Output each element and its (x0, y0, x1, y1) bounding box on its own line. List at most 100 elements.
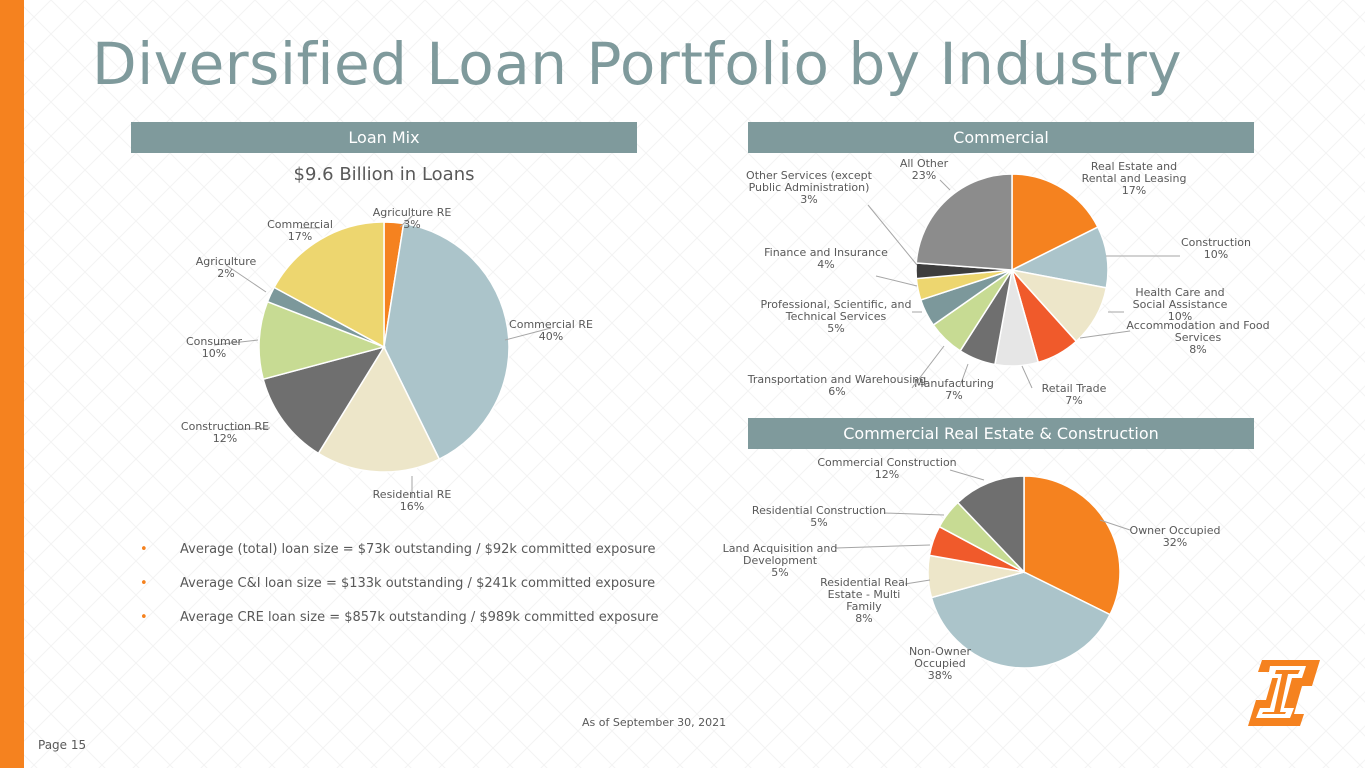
pie-label-line: Commercial (267, 218, 333, 231)
leader-line (904, 579, 931, 585)
pie-slice (262, 345, 386, 455)
pie-slice-label: Real Estate and Rental and Leasing 17% (1082, 160, 1187, 197)
leader-line (949, 469, 985, 481)
pie-slice-label: Residential RE 16% (373, 488, 452, 513)
leader-line (835, 544, 931, 549)
pie-label-line: Development (743, 554, 818, 567)
pie-slice-label: Other Services (except Public Administrat… (746, 169, 873, 206)
pie-slice (273, 221, 385, 349)
pie-label-line: Residential Real (820, 576, 908, 589)
pie-slice-label: Land Acquisition and Development 5% (723, 542, 838, 579)
pie-label-line: 10% (1168, 310, 1192, 323)
company-logo-icon (1248, 660, 1320, 726)
pie-label-line: 5% (810, 516, 827, 529)
pie-label-line: 8% (1189, 343, 1206, 356)
loan-size-bullets: • Average (total) loan size = $73k outsta… (140, 533, 658, 635)
pie-label-line: Retail Trade (1042, 382, 1107, 395)
pie-label-line: 5% (771, 566, 788, 579)
commercial-header: Commercial (748, 122, 1254, 153)
as-of-date: As of September 30, 2021 (582, 716, 727, 729)
pie-slice-label: Manufacturing 7% (914, 377, 994, 402)
pie-label-line: All Other (900, 157, 949, 170)
page-number: Page 15 (38, 738, 87, 752)
bullet-item: • Average (total) loan size = $73k outsta… (140, 533, 658, 567)
pie-label-line: 4% (817, 258, 834, 271)
leader-line (225, 264, 267, 293)
pie-label-line: Commercial RE (509, 318, 593, 331)
pie-label-line: 40% (539, 330, 563, 343)
pie-label-line: 38% (928, 669, 952, 682)
loan-mix-header-label: Loan Mix (348, 128, 420, 147)
pie-label-line: 23% (912, 169, 936, 182)
pie-slice-label: Consumer 10% (186, 335, 243, 360)
pie-label-line: 3% (403, 218, 420, 231)
pie-label-line: 2% (217, 267, 234, 280)
pie-slice-label: Retail Trade 7% (1042, 382, 1107, 407)
pie-slice-label: Commercial RE 40% (509, 318, 593, 343)
pie-slice-label: Transportation and Warehousing 6% (747, 373, 927, 398)
pie-label-line: Finance and Insurance (764, 246, 888, 259)
pie-slice-label: Health Care and Social Assistance 10% (1133, 286, 1228, 323)
bullet-text: Average CRE loan size = $857k outstandin… (180, 610, 659, 625)
bullet-text: Average (total) loan size = $73k outstan… (180, 542, 656, 557)
pie-label-line: Manufacturing (914, 377, 994, 390)
cre-header: Commercial Real Estate & Construction (748, 418, 1254, 449)
pie-slice (956, 475, 1025, 574)
pie-label-line: 16% (400, 500, 424, 513)
pie-label-line: Consumer (186, 335, 243, 348)
pie-slice-label: All Other 23% (900, 157, 949, 182)
pie-label-line: Other Services (except (746, 169, 873, 182)
pie-label-line: Family (846, 600, 882, 613)
pie-label-line: Residential RE (373, 488, 452, 501)
leader-line (504, 327, 552, 341)
pie-label-line: 17% (288, 230, 312, 243)
loan-total-label: $9.6 Billion in Loans (293, 164, 475, 185)
pie-label-line: Real Estate and (1091, 160, 1177, 173)
pie-label-line: 5% (827, 322, 844, 335)
pie-slice (930, 571, 1112, 669)
pie-label-line: 10% (1204, 248, 1228, 261)
leader-line (224, 427, 271, 431)
pie-label-line: Transportation and Warehousing (747, 373, 927, 386)
pie-label-line: Technical Services (785, 310, 887, 323)
commercial-header-label: Commercial (953, 128, 1049, 147)
pie-slice-label: Construction RE 12% (181, 420, 269, 445)
pie-label-line: 17% (1122, 184, 1146, 197)
pie-slice-label: Non-Owner Occupied 38% (909, 645, 972, 682)
leader-line (1021, 365, 1033, 389)
left-accent-bar (0, 0, 24, 768)
pie-label-line: Accommodation and Food (1126, 319, 1269, 332)
pie-label-line: 12% (213, 432, 237, 445)
leader-line (911, 345, 945, 389)
pie-slice-label: Commercial Construction 12% (817, 456, 956, 481)
pie-slice (258, 300, 387, 381)
leader-line (867, 204, 918, 266)
pie-slice (915, 173, 1013, 271)
loan-mix-header: Loan Mix (131, 122, 637, 153)
pie-label-line: 32% (1163, 536, 1187, 549)
pie-label-line: 10% (202, 347, 226, 360)
pie-label-line: Construction RE (181, 420, 269, 433)
leader-line (959, 363, 969, 387)
pie-label-line: Rental and Leasing (1082, 172, 1187, 185)
pie-label-line: 7% (945, 389, 962, 402)
pie-label-line: Commercial Construction (817, 456, 956, 469)
pie-slice-label: Owner Occupied 32% (1130, 524, 1221, 549)
leader-line (1099, 519, 1131, 531)
pie-label-line: 12% (875, 468, 899, 481)
pie-slice-label: Residential Construction 5% (752, 504, 886, 529)
pie-slice-label: Finance and Insurance 4% (764, 246, 888, 271)
pie-slice-label: Professional, Scientific, and Technical S… (761, 298, 912, 335)
bullet-text: Average C&I loan size = $133k outstandin… (180, 576, 656, 591)
bullet-icon: • (140, 610, 148, 625)
pie-slice-label: Accommodation and Food Services 8% (1126, 319, 1269, 356)
cre-header-label: Commercial Real Estate & Construction (843, 424, 1159, 443)
pie-label-line: Services (1175, 331, 1222, 344)
pie-slice (383, 222, 510, 461)
bullet-icon: • (140, 542, 148, 557)
leader-line (399, 215, 413, 228)
pie-label-line: Public Administration) (749, 181, 870, 194)
leader-line (883, 512, 945, 516)
